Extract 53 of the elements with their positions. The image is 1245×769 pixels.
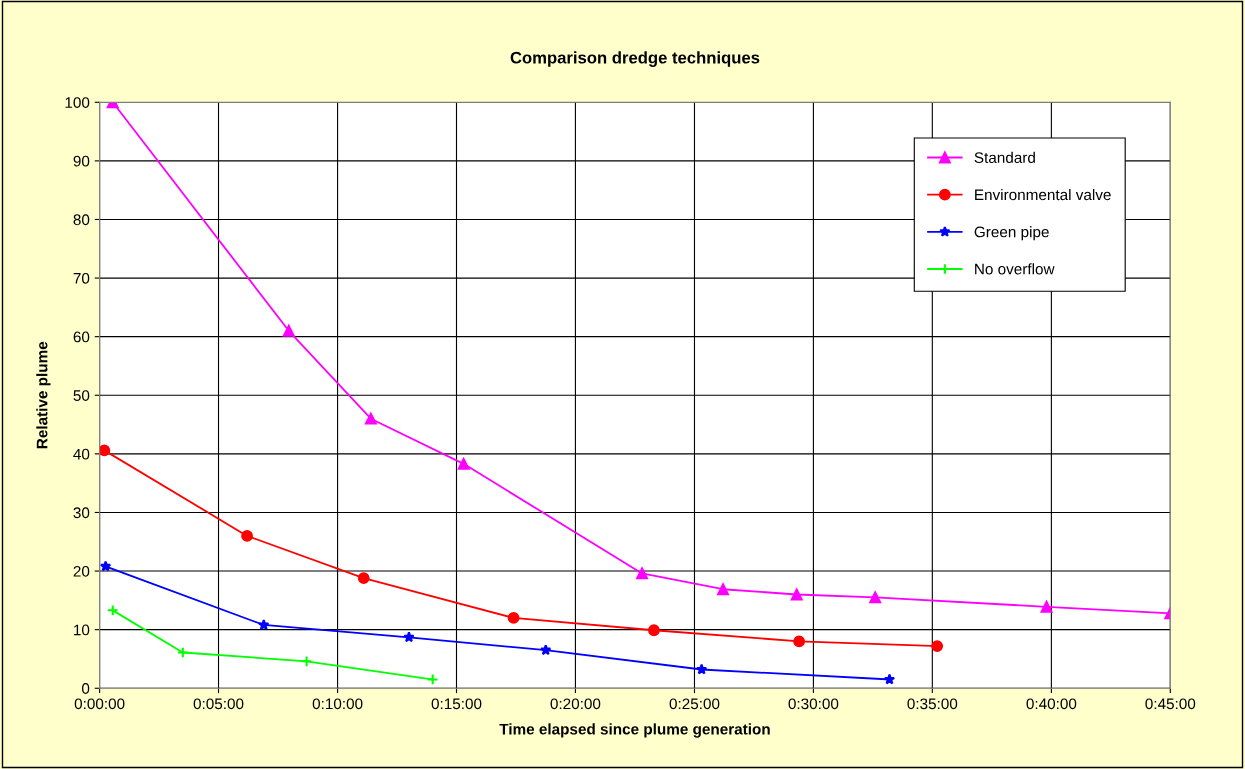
point	[99, 560, 112, 572]
point	[793, 635, 806, 648]
x-tick-label: 0:35:00	[907, 698, 958, 710]
point	[106, 604, 119, 617]
x-axis-title: Time elapsed since plume generation	[499, 723, 770, 738]
point	[403, 631, 415, 643]
x-tick-label: 0:05:00	[193, 698, 244, 710]
y-tick-label: 0	[81, 683, 90, 694]
point	[695, 663, 708, 675]
point	[790, 588, 803, 601]
y-tick-label: 100	[65, 97, 90, 108]
x-tick-label: 0:30:00	[788, 698, 839, 710]
y-tick-label: 30	[73, 507, 90, 519]
point	[241, 530, 253, 542]
point	[636, 567, 648, 580]
point	[648, 624, 660, 637]
x-tick-label: 0:10:00	[312, 698, 363, 710]
y-tick-label: 10	[74, 624, 90, 636]
legend-label: Environmental valve	[975, 188, 1111, 201]
point	[176, 646, 189, 659]
x-tick-label: 0:40:00	[1026, 698, 1077, 710]
point	[258, 619, 270, 630]
y-tick-label: 90	[73, 155, 90, 167]
legend-label: No overflow	[975, 263, 1055, 275]
point	[507, 612, 520, 624]
point	[282, 324, 295, 337]
x-tick-label: 0:00:00	[74, 698, 125, 710]
point	[883, 673, 896, 685]
point	[364, 412, 377, 425]
y-axis-title: Relative plume	[36, 341, 51, 449]
y-tick-label: 60	[73, 331, 90, 343]
y-tick-label: 50	[73, 390, 90, 401]
y-tick-label: 70	[73, 272, 90, 284]
chart-title: Comparison dredge techniques	[510, 51, 760, 67]
point	[426, 673, 439, 686]
legend-label: Standard	[974, 151, 1035, 164]
point	[357, 572, 370, 584]
x-tick-label: 0:45:00	[1145, 698, 1196, 710]
point	[869, 591, 882, 604]
point	[1040, 600, 1053, 613]
y-tick-label: 40	[73, 448, 90, 460]
legend-label: Green pipe	[974, 226, 1049, 241]
y-tick-label: 80	[73, 214, 90, 226]
x-tick-label: 0:25:00	[669, 698, 720, 710]
point	[99, 444, 111, 457]
x-tick-label: 0:20:00	[550, 698, 601, 710]
y-tick-label: 20	[73, 565, 90, 577]
x-tick-label: 0:15:00	[431, 698, 482, 710]
point	[540, 644, 552, 656]
point	[300, 655, 313, 668]
point	[931, 640, 944, 652]
point	[457, 457, 470, 470]
point	[717, 583, 729, 596]
